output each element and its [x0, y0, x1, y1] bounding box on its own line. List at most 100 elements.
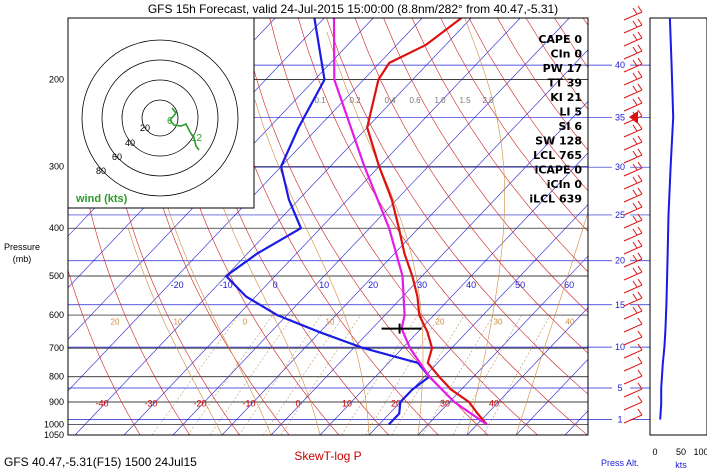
moist-adiabat [203, 151, 321, 435]
wind-barb [623, 193, 643, 203]
wind-barb-flag [637, 395, 643, 403]
index-lcl: LCL 765 [533, 149, 582, 162]
moist-tick-label: 20 [436, 318, 445, 327]
wind-barb-flag [632, 20, 638, 28]
temp-tick-900: -30 [144, 399, 157, 409]
wind-barb-flag [632, 124, 638, 132]
wind-barb-flag [637, 5, 643, 13]
mixing-ratio-label-bottom: 1.0 [202, 435, 214, 444]
wind-barb [623, 245, 643, 255]
profile-lines [225, 18, 488, 426]
wind-barb-flag [637, 356, 643, 364]
mixing-ratio-label-bottom: 7 [326, 435, 331, 444]
index-name: SI [558, 120, 574, 133]
dewpoint-line [225, 18, 431, 426]
wind-barb-flag [637, 265, 643, 273]
mixing-ratio-label-bottom: 46 [526, 435, 535, 444]
isotherm [123, 18, 521, 435]
index-icin: iCIn 0 [547, 178, 583, 191]
mixing-ratio-label-bottom: 32 [481, 435, 490, 444]
wind-barb [623, 310, 643, 320]
mixing-ratio-label-bottom: 2.0 [252, 435, 264, 444]
temp-tick-500: 50 [515, 280, 525, 290]
temp-tick-500: 60 [564, 280, 574, 290]
temp-tick-900: 10 [342, 399, 352, 409]
wind-speed-tick-100: 100 [693, 447, 707, 457]
moist-tick-label: 0 [243, 318, 248, 327]
index-name: LI [559, 106, 574, 119]
mixing-ratio-label-bottom: 22 [440, 435, 449, 444]
wind-barb-flag [637, 239, 643, 247]
dry-adiabat [68, 269, 141, 435]
altitude-tick-35: 35 [615, 112, 625, 122]
isotherm [417, 255, 588, 435]
mixing-ratio-label: 2.0 [482, 96, 494, 105]
temperature-line [366, 18, 488, 426]
mixing-ratio-label-bottom: 18 [420, 435, 429, 444]
altitude-tick-10: 10 [615, 342, 625, 352]
index-name: CAPE [538, 33, 574, 46]
mixing-ratio-label: 0.2 [349, 96, 361, 105]
wind-speed-panel: 0 50 100 [649, 17, 707, 457]
wind-barb-flag [632, 293, 638, 301]
mixing-ratio-line [391, 314, 465, 435]
wind-barb-flag [637, 57, 643, 65]
wind-barb [623, 50, 643, 60]
index-pw: PW 17 [543, 62, 582, 75]
wind-barb-flag [632, 176, 638, 184]
wind-barb-flag [637, 18, 643, 26]
temp-tick-900: 30 [440, 399, 450, 409]
mixing-ratio-label-bottom: 8 [342, 435, 347, 444]
temp-tick-500: 0 [273, 280, 278, 290]
mixing-ratio-line [341, 314, 418, 435]
wind-barb-flag [632, 85, 638, 93]
y-axis-label-unit: (mb) [13, 254, 32, 264]
moist-tick-label: 10 [326, 318, 335, 327]
altitude-tick-40: 40 [615, 60, 625, 70]
temp-tick-900: 40 [489, 399, 499, 409]
wind-barb [623, 76, 643, 86]
index-value: 0 [574, 164, 582, 177]
wind-barb [623, 388, 643, 398]
isotherm [270, 100, 588, 435]
hodograph-marker-6: 6 [167, 116, 173, 127]
temp-tick-900: -40 [95, 399, 108, 409]
wind-barb-flag [637, 31, 643, 39]
index-name: KI [550, 91, 566, 104]
wind-barb-flag [637, 200, 643, 208]
index-name: iCAPE [535, 164, 575, 177]
wind-barb [623, 37, 643, 47]
isotherm [74, 18, 472, 435]
dry-adiabat [440, 18, 588, 232]
index-icape: iCAPE 0 [535, 164, 583, 177]
wind-barb-flag [637, 291, 643, 299]
wind-barb-flag [632, 280, 638, 288]
wind-barb [623, 11, 643, 21]
pressure-tick-300: 300 [49, 162, 64, 172]
index-value: 0 [574, 33, 582, 46]
mixing-ratio-label: 0.1 [314, 96, 326, 105]
hodograph-ring [101, 59, 219, 177]
wind-barb-flag [637, 148, 643, 156]
pressure-tick-1050: 1050 [44, 430, 64, 440]
index-sw: SW 128 [535, 135, 582, 148]
dry-adiabat [468, 18, 588, 192]
wind-barb [623, 258, 643, 268]
dry-adiabat [297, 18, 588, 435]
wind-barb [623, 271, 643, 281]
wind-barb [623, 89, 643, 99]
wind-barb-flag [632, 7, 638, 15]
wind-barb-flag [632, 215, 638, 223]
index-li: LI 5 [559, 106, 582, 119]
mixing-ratio-label-bottom: 0.6 [166, 435, 178, 444]
index-value: 0 [574, 48, 582, 61]
moist-adiabat [163, 193, 272, 435]
wind-barb [623, 297, 643, 307]
pressure-tick-1000: 1000 [44, 420, 64, 430]
hodograph-marker-12: 12 [191, 133, 203, 144]
temp-tick-500: 30 [417, 280, 427, 290]
temp-tick-500: 10 [319, 280, 329, 290]
mixing-ratio-label: 0.6 [409, 96, 421, 105]
